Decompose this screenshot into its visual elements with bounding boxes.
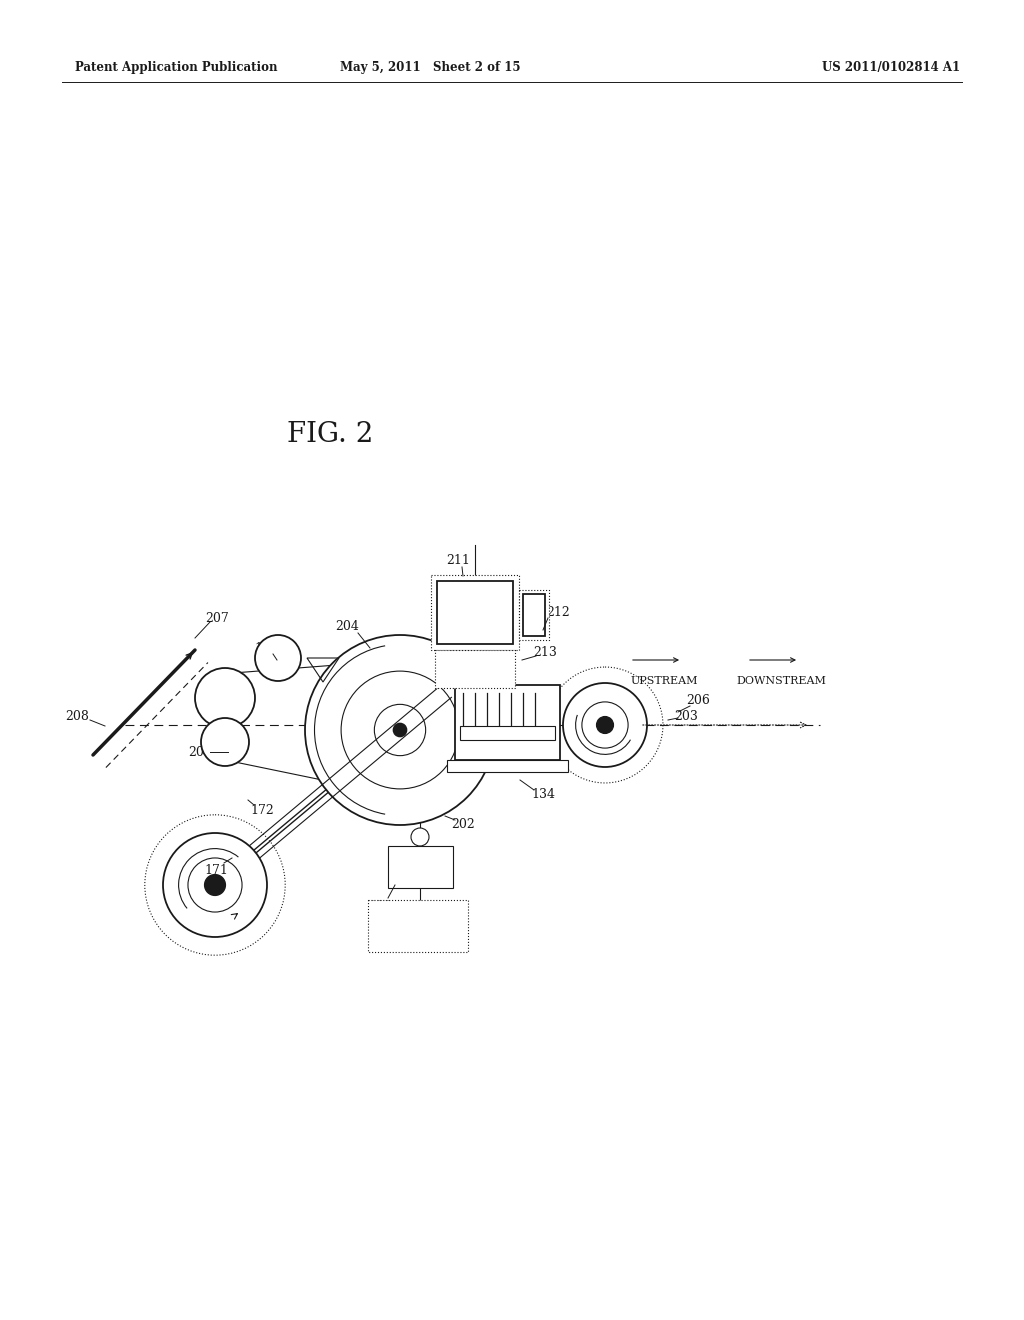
Circle shape (163, 833, 267, 937)
Circle shape (201, 718, 249, 766)
Text: 208: 208 (66, 710, 89, 723)
Bar (388, 846, 453, 888)
Circle shape (205, 875, 225, 895)
Text: Patent Application Publication: Patent Application Publication (75, 62, 278, 74)
Bar (437, 581, 513, 644)
Circle shape (597, 717, 613, 734)
Text: 133: 133 (368, 899, 392, 912)
Bar (460, 726, 555, 741)
Text: 171: 171 (204, 863, 228, 876)
Bar (435, 649, 515, 688)
Text: May 5, 2011   Sheet 2 of 15: May 5, 2011 Sheet 2 of 15 (340, 62, 520, 74)
Text: FIG. 2: FIG. 2 (287, 421, 373, 449)
Circle shape (563, 682, 647, 767)
Text: DOWNSTREAM: DOWNSTREAM (736, 676, 826, 686)
Text: US 2011/0102814 A1: US 2011/0102814 A1 (822, 62, 961, 74)
Bar (447, 760, 568, 772)
Bar (431, 576, 519, 649)
Text: UPSTREAM: UPSTREAM (630, 676, 697, 686)
Text: 204: 204 (335, 620, 359, 634)
Text: 172: 172 (250, 804, 273, 817)
Text: 203: 203 (674, 710, 698, 722)
Text: 211: 211 (446, 553, 470, 566)
Text: 206: 206 (686, 693, 710, 706)
Circle shape (255, 635, 301, 681)
Text: 202: 202 (452, 818, 475, 832)
Bar (368, 900, 468, 952)
Circle shape (305, 635, 495, 825)
Circle shape (375, 705, 426, 755)
Bar (455, 685, 560, 760)
Text: 134: 134 (531, 788, 555, 800)
Circle shape (188, 858, 242, 912)
Bar (523, 594, 545, 636)
Bar (519, 590, 549, 640)
Circle shape (393, 723, 407, 737)
Circle shape (582, 702, 628, 748)
Text: 213: 213 (534, 645, 557, 659)
Text: 132: 132 (254, 642, 278, 655)
Text: 209: 209 (188, 746, 212, 759)
Text: 212: 212 (546, 606, 570, 619)
Circle shape (411, 828, 429, 846)
Circle shape (341, 671, 459, 789)
Circle shape (195, 668, 255, 729)
Text: 207: 207 (205, 611, 229, 624)
